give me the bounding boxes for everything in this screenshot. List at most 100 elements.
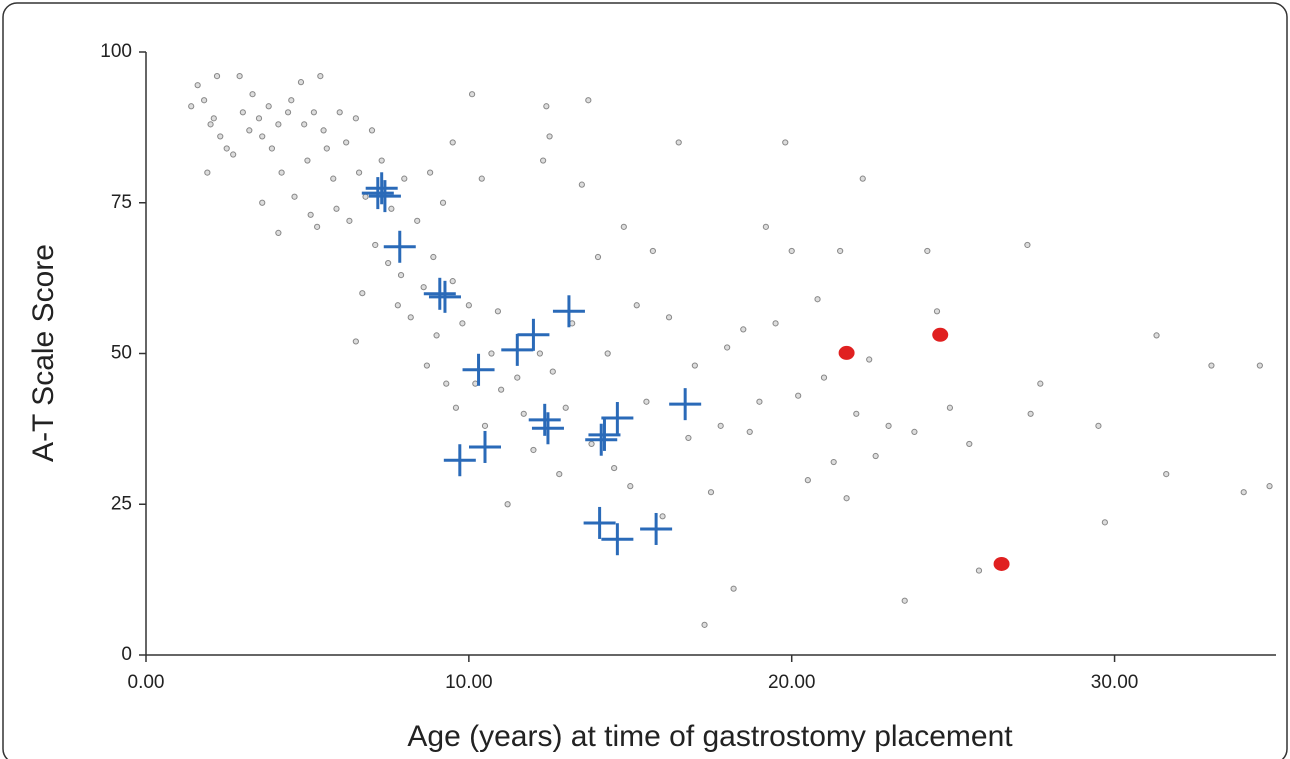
gray-point <box>201 97 208 104</box>
gray-point <box>359 290 366 297</box>
gray-point <box>924 247 931 255</box>
gray-point <box>788 247 795 255</box>
gray-point <box>685 434 692 442</box>
gray-point <box>1095 422 1102 429</box>
gray-point <box>223 145 230 152</box>
gray-point <box>427 169 434 176</box>
gray-point <box>323 145 330 152</box>
x-tick-label: 0.00 <box>128 672 165 693</box>
gray-point <box>665 314 673 321</box>
plus-point <box>469 430 501 463</box>
gray-point <box>498 386 505 393</box>
plus-point <box>585 423 618 456</box>
gray-point <box>620 223 627 230</box>
gray-point <box>246 127 253 134</box>
gray-point <box>230 151 237 158</box>
gray-point <box>314 223 321 230</box>
gray-point <box>488 350 495 357</box>
gray-point <box>449 139 456 146</box>
gray-point <box>543 103 550 110</box>
plus-point <box>583 506 616 539</box>
gray-point <box>740 326 747 333</box>
gray-point <box>717 422 724 429</box>
gray-point <box>430 253 437 261</box>
gray-point <box>1208 362 1215 369</box>
gray-point <box>468 91 476 98</box>
gray-point <box>372 241 379 249</box>
gray-point <box>549 368 556 375</box>
gray-point <box>724 344 731 351</box>
gray-point <box>459 320 466 327</box>
gray-point <box>443 380 450 387</box>
plus-point <box>640 512 673 545</box>
gray-point <box>355 169 363 176</box>
gray-point <box>407 314 414 321</box>
gray-point <box>578 181 585 188</box>
plus-point <box>361 177 394 210</box>
gray-point <box>333 205 340 212</box>
plus-point <box>588 418 621 451</box>
gray-point <box>265 103 272 110</box>
y-axis-title: A-T Scale Score <box>27 244 60 462</box>
gray-point <box>259 199 266 206</box>
gray-point <box>307 211 314 218</box>
gray-point <box>1153 332 1160 339</box>
gray-point <box>217 133 224 140</box>
gray-point <box>782 139 789 146</box>
gray-point <box>255 115 263 122</box>
gray-point <box>885 422 892 429</box>
gray-point <box>756 398 763 405</box>
gray-point <box>423 362 430 369</box>
red-point <box>838 345 855 360</box>
gray-point <box>481 422 489 429</box>
gray-point <box>562 404 569 411</box>
gray-point <box>297 79 305 86</box>
gray-point <box>343 139 350 146</box>
gray-point <box>465 302 472 309</box>
gray-point <box>317 73 324 80</box>
gray-point <box>649 247 656 255</box>
gray-point <box>1027 410 1034 417</box>
gray-point <box>188 103 195 110</box>
plus-point <box>365 172 398 205</box>
gray-point <box>762 223 769 230</box>
gray-point <box>1101 519 1108 526</box>
gray-point <box>268 145 276 152</box>
gray-point <box>394 302 401 309</box>
gray-point <box>291 193 298 200</box>
gray-point <box>1037 380 1044 387</box>
gray-point <box>362 193 369 200</box>
gray-point <box>346 217 353 224</box>
x-tick-label: 10.00 <box>445 672 493 693</box>
gray-point <box>414 217 421 224</box>
gray-point <box>701 621 708 628</box>
gray-point <box>207 121 214 128</box>
gray-point <box>933 308 941 315</box>
plus-point <box>443 444 476 477</box>
gray-point <box>946 404 954 411</box>
plus-point <box>601 523 634 556</box>
gray-point <box>540 157 547 164</box>
gray-point <box>433 332 440 339</box>
plus-point <box>368 180 401 213</box>
x-tick-label: 30.00 <box>1091 672 1139 693</box>
x-axis-title: Age (years) at time of gastrostomy place… <box>407 720 1013 753</box>
x-tick-label: 20.00 <box>768 672 816 693</box>
gray-point <box>604 350 611 357</box>
gray-point <box>378 157 385 164</box>
gray-point <box>859 175 866 182</box>
gray-point <box>1256 362 1263 369</box>
gray-point <box>772 320 779 327</box>
gray-point <box>814 296 821 303</box>
gray-point <box>320 127 327 134</box>
y-tick-label: 25 <box>111 493 132 514</box>
y-tick-label: 75 <box>111 192 132 213</box>
plus-point <box>517 318 550 351</box>
gray-point <box>853 410 860 417</box>
y-tick-label: 50 <box>111 343 132 364</box>
gray-point <box>275 229 282 236</box>
gray-point <box>236 73 243 80</box>
gray-point <box>288 97 295 104</box>
gray-point <box>330 175 337 182</box>
